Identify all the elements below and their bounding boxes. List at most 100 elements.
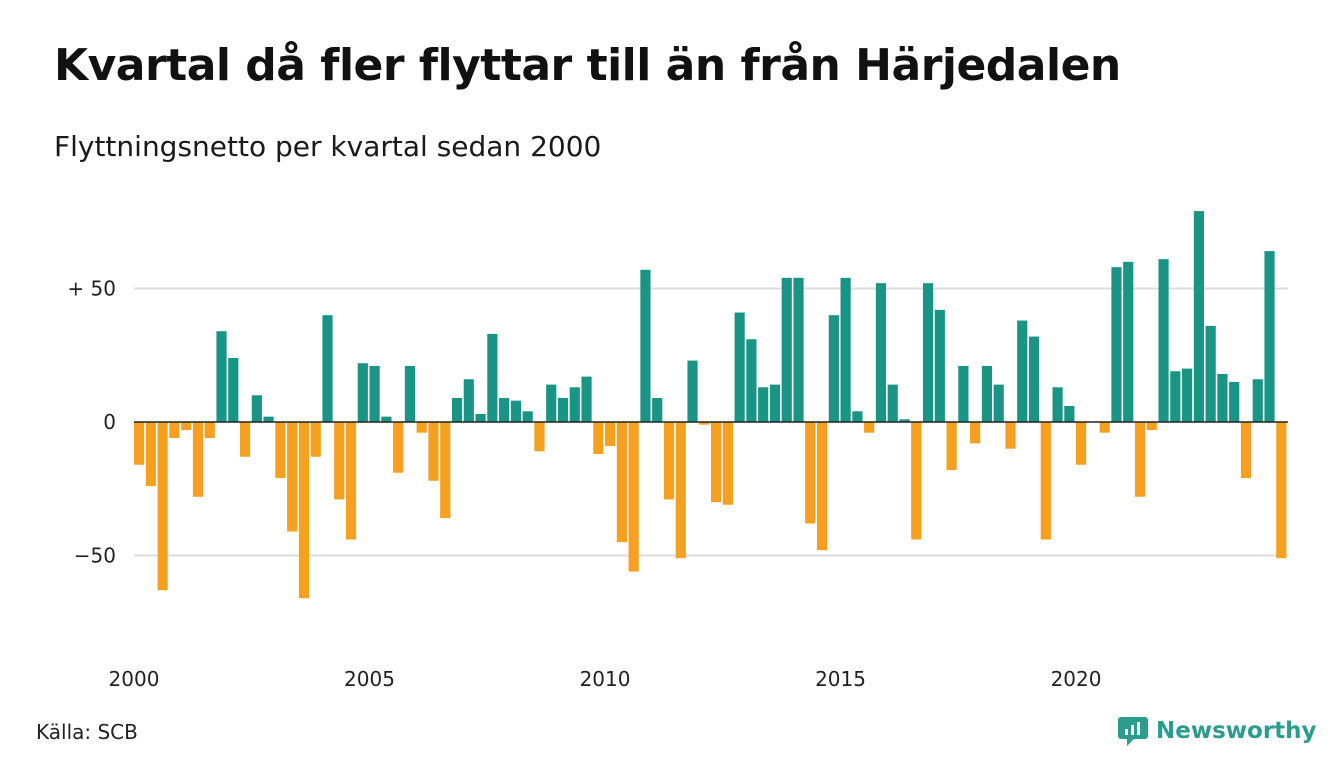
bar <box>746 339 757 422</box>
bar <box>1182 368 1193 422</box>
bar <box>934 309 945 422</box>
bar <box>1028 336 1040 422</box>
bar <box>993 384 1004 422</box>
bar <box>1005 422 1016 449</box>
bar <box>970 422 981 444</box>
bar <box>169 422 180 439</box>
bar <box>769 384 781 422</box>
bar <box>663 422 675 500</box>
bar <box>899 419 910 422</box>
newsworthy-logo-icon <box>1118 717 1148 746</box>
bar <box>546 384 557 422</box>
bar <box>369 365 380 422</box>
x-tick-label: 2000 <box>109 667 160 691</box>
bar <box>192 422 204 497</box>
bar <box>828 315 839 422</box>
bar <box>1264 251 1275 422</box>
y-tick-label: 0 <box>103 410 116 434</box>
bar <box>758 387 769 422</box>
bar <box>393 422 404 473</box>
gridlines <box>134 287 1288 557</box>
bar <box>404 365 416 422</box>
bar <box>381 416 392 422</box>
bar <box>1252 379 1263 422</box>
source-note: Källa: SCB <box>36 720 138 744</box>
bar <box>263 416 274 422</box>
x-tick-label: 2015 <box>815 667 866 691</box>
bar <box>440 422 451 519</box>
bar-chart: + 50 0 −50 2000 2005 2010 2015 2020 <box>67 211 1288 691</box>
bar <box>1146 422 1157 431</box>
bar <box>593 422 604 455</box>
bar <box>1158 259 1169 422</box>
bar <box>1229 381 1240 422</box>
bar <box>334 422 345 500</box>
bar <box>616 422 627 543</box>
bar <box>781 277 792 422</box>
bar <box>275 422 286 479</box>
bar <box>1052 387 1063 422</box>
bar <box>287 422 298 532</box>
bar <box>911 422 922 540</box>
bar <box>428 422 439 481</box>
bar <box>1193 211 1204 422</box>
bar <box>887 384 898 422</box>
bar <box>216 331 227 422</box>
bar <box>534 422 545 452</box>
bar <box>628 422 639 572</box>
bar <box>699 422 710 425</box>
bar <box>228 357 239 422</box>
bar <box>522 411 533 422</box>
bar <box>1240 422 1252 479</box>
bar <box>946 422 957 471</box>
bar <box>1205 325 1216 422</box>
bar <box>581 376 592 422</box>
bar <box>298 422 310 599</box>
brand-name: Newsworthy <box>1156 718 1317 744</box>
bar <box>181 422 192 431</box>
y-axis-ticks: + 50 0 −50 <box>67 277 116 568</box>
bar <box>416 422 427 433</box>
y-tick-label: + 50 <box>67 277 116 301</box>
bar <box>1170 371 1181 422</box>
bar <box>145 422 156 487</box>
bar <box>852 411 863 422</box>
bar <box>605 422 616 447</box>
bar <box>345 422 357 540</box>
bar <box>475 413 486 422</box>
bar <box>451 397 463 422</box>
bar <box>640 269 651 422</box>
y-tick-label: −50 <box>74 544 116 568</box>
bar <box>499 397 510 422</box>
chart-title: Kvartal då fler flyttar till än från Här… <box>54 40 1121 91</box>
bar <box>1134 422 1146 497</box>
bar <box>134 422 145 465</box>
bar <box>1123 261 1134 422</box>
x-axis-ticks: 2000 2005 2010 2015 2020 <box>109 667 1102 691</box>
bar <box>204 422 215 439</box>
bar <box>510 400 521 422</box>
bar <box>1017 320 1028 422</box>
bar <box>1276 422 1287 559</box>
bar <box>840 277 851 422</box>
bar <box>310 422 321 457</box>
bar <box>1217 373 1228 422</box>
bar <box>1111 267 1122 422</box>
bar <box>687 360 698 422</box>
bar <box>922 283 934 422</box>
bar <box>864 422 875 433</box>
bar <box>322 315 333 422</box>
x-tick-label: 2010 <box>580 667 631 691</box>
bar <box>157 422 168 591</box>
bar <box>722 422 733 505</box>
bar <box>357 363 368 422</box>
brand-logo[interactable]: Newsworthy <box>1118 714 1317 748</box>
bar <box>875 283 887 422</box>
bars <box>134 211 1287 599</box>
bar <box>1040 422 1051 540</box>
bar <box>1099 422 1110 433</box>
bar <box>805 422 816 524</box>
bar <box>557 397 569 422</box>
bar <box>711 422 722 503</box>
bar <box>487 333 498 422</box>
